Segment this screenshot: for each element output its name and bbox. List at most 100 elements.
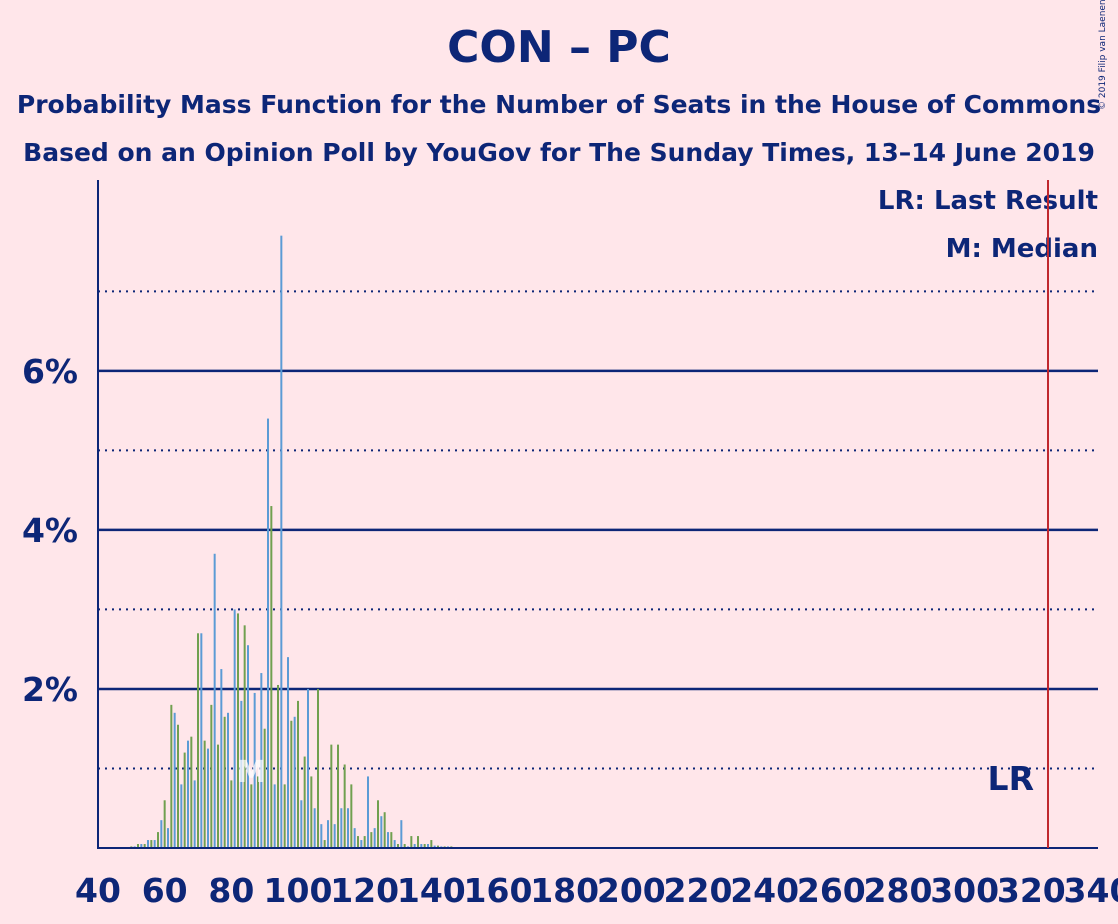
seat-bar [310,776,313,848]
seat-bar [357,836,359,848]
last-result-label: LR [988,759,1034,798]
seat-bar [250,784,253,848]
seat-bar [273,784,276,848]
seat-bar [393,840,396,848]
seat-bar [313,808,316,848]
x-tick-label: 100 [264,871,333,910]
seat-bar [233,609,236,848]
chart-title: CON – PC [447,22,671,73]
x-tick-label: 120 [330,871,399,910]
axes-group [97,180,1098,849]
seat-bar [157,832,159,848]
seat-bar [253,692,256,848]
markers-group: LR M [236,180,1049,848]
seat-bar [373,828,376,848]
x-tick-label: 320 [997,871,1066,910]
seat-bar [140,844,143,848]
seat-bar [280,235,283,848]
seat-bar [390,832,393,848]
seat-bar [420,844,423,848]
seat-bar [267,418,269,848]
median-label: M [236,755,266,790]
seat-bar [297,700,299,848]
x-tick-label: 280 [864,871,933,910]
seat-bar [330,744,333,848]
seat-bar [260,673,263,848]
seat-bar [163,800,166,848]
seat-bar [137,844,139,848]
seat-bar [143,844,146,848]
seat-bar [377,800,379,848]
seat-bar [353,828,356,848]
seat-bar [370,832,373,848]
seat-bar [213,553,216,848]
seat-bar [177,724,179,848]
x-tick-label: 220 [664,871,733,910]
seat-bar [340,808,343,848]
x-tick-label: 40 [75,871,121,910]
seat-bar [270,506,273,848]
seat-bar [153,840,156,848]
seat-bar [413,844,416,848]
seat-bar [207,748,209,848]
seat-bar [150,840,153,848]
y-tick-label: 6% [22,352,78,391]
seat-bar [210,704,213,848]
x-tick-label: 300 [930,871,999,910]
seat-bar [350,784,353,848]
seat-bar [303,756,306,848]
seat-bar [317,688,319,848]
seat-bar [367,776,369,848]
seat-bar [283,784,286,848]
y-tick-label: 4% [22,511,78,550]
x-tick-label: 140 [397,871,466,910]
seat-bar [237,613,239,848]
bars-group [127,235,466,848]
seat-bar [247,645,249,848]
seat-bar [423,844,426,848]
legend-median: M: Median [945,234,1098,264]
chart-subtitle-1: Probability Mass Function for the Number… [16,90,1102,119]
seat-bar [343,764,346,848]
seat-bar [223,716,226,848]
seat-bar [173,712,176,848]
seat-bar [197,633,199,848]
seat-bar [263,728,266,848]
seat-bar [167,828,169,848]
seat-bar [240,700,243,848]
seat-bar [217,744,219,848]
seat-bar [193,780,196,848]
seat-bar [433,845,436,848]
seat-bar [170,704,173,848]
seat-bar [203,740,206,848]
y-tick-label: 2% [22,670,78,709]
seat-bar [363,836,366,848]
seat-bar [307,688,309,848]
chart-subtitle-2: Based on an Opinion Poll by YouGov for T… [23,138,1095,167]
seat-bar [383,812,386,848]
seat-bar [337,744,339,848]
seat-bar [347,808,349,848]
seat-bar [430,840,433,848]
x-tick-label: 160 [464,871,533,910]
seat-bar [160,820,163,848]
seat-bar [190,736,193,848]
seat-bar [427,844,429,848]
legend-last-result: LR: Last Result [877,186,1098,216]
x-tick-label: 240 [730,871,799,910]
seat-bar [323,840,326,848]
seat-bar [147,840,149,848]
seat-bar [187,740,189,848]
seat-bar [300,800,303,848]
seat-bar [397,844,399,848]
seat-bar [290,720,293,848]
seat-bar [400,820,403,848]
seat-bar [287,657,289,848]
seat-bar [327,820,329,848]
seat-bar [387,832,389,848]
x-tick-label: 80 [208,871,254,910]
seat-bar [200,633,203,848]
seat-bar [180,784,183,848]
seat-bar [380,816,383,848]
